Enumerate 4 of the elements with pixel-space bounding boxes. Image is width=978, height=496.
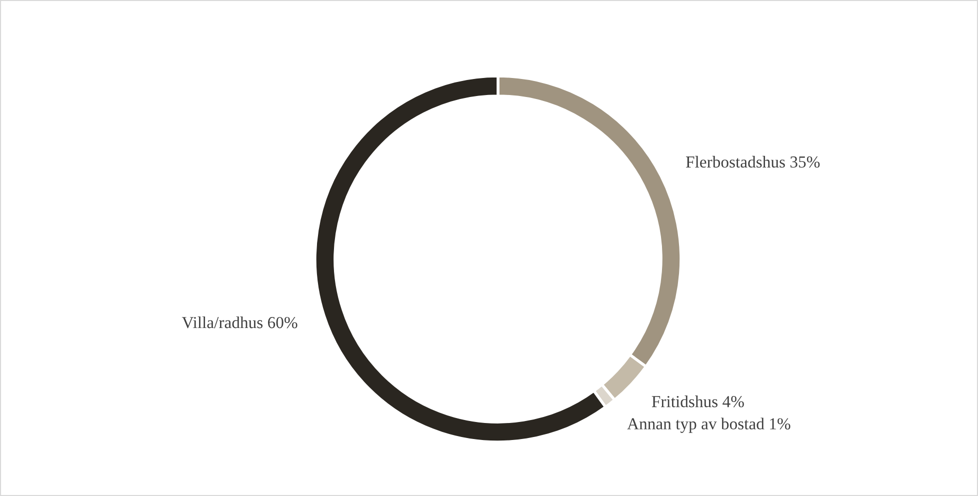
slice-label: Villa/radhus 60% [182,316,298,328]
slice-label: Annan typ av bostad 1% [627,418,790,433]
slice-label: Fritidshus 4% [652,396,744,408]
slice-label: Flerbostadshus 35% [686,156,820,168]
